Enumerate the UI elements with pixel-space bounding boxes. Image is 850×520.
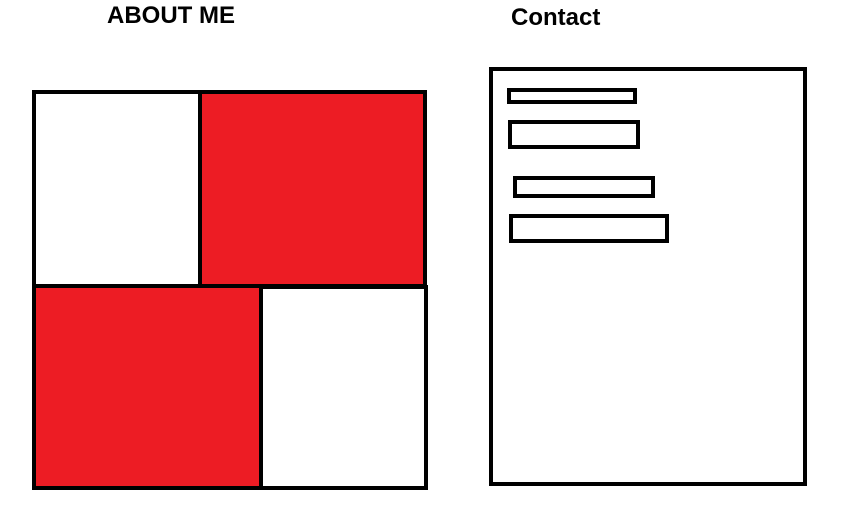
contact-field-4[interactable] [509,214,669,243]
contact-field-2[interactable] [508,120,640,149]
contact-heading: Contact [511,4,601,31]
about-me-heading: ABOUT ME [107,2,235,29]
about-block-top-right [198,90,427,288]
about-block-bottom-right [259,285,428,490]
contact-field-3[interactable] [513,176,655,198]
about-block-top-left [32,90,202,288]
contact-field-1[interactable] [507,88,637,104]
about-block-bottom-left [32,284,263,490]
